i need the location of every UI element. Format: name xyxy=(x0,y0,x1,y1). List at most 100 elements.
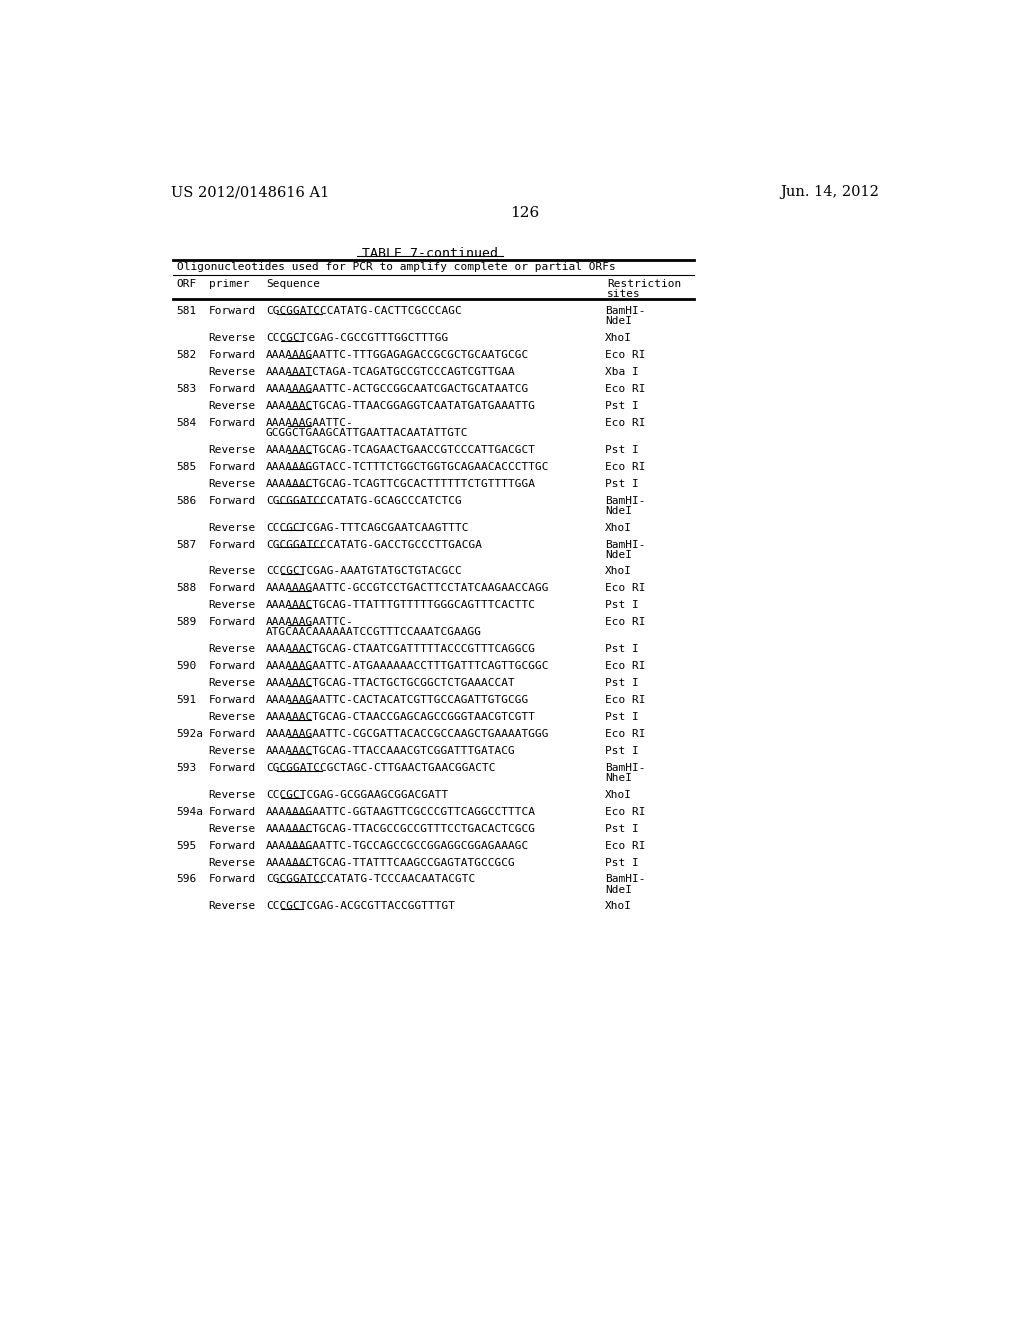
Text: Pst I: Pst I xyxy=(605,401,639,411)
Text: 588: 588 xyxy=(176,583,197,594)
Text: CCCGCTCGAG-ACGCGTTACCGGTTTGT: CCCGCTCGAG-ACGCGTTACCGGTTTGT xyxy=(266,902,455,911)
Text: US 2012/0148616 A1: US 2012/0148616 A1 xyxy=(171,185,329,199)
Text: Forward: Forward xyxy=(209,807,256,817)
Text: AAAAAAGAATTC-ATGAAAAAACCTTTGATTTCAGTTGCGGC: AAAAAAGAATTC-ATGAAAAAACCTTTGATTTCAGTTGCG… xyxy=(266,661,550,671)
Text: CGCGGATCCCATATG-GCAGCCCATCTCG: CGCGGATCCCATATG-GCAGCCCATCTCG xyxy=(266,496,462,506)
Text: AAAAAACTGCAG-TTACCAAACGTCGGATTTGATACG: AAAAAACTGCAG-TTACCAAACGTCGGATTTGATACG xyxy=(266,746,516,756)
Text: Eco RI: Eco RI xyxy=(605,807,646,817)
Text: NdeI: NdeI xyxy=(605,884,633,895)
Text: CGCGGATCCCATATG-GACCTGCCCTTGACGA: CGCGGATCCCATATG-GACCTGCCCTTGACGA xyxy=(266,540,482,549)
Text: primer: primer xyxy=(209,279,249,289)
Text: 593: 593 xyxy=(176,763,197,772)
Text: BamHI-: BamHI- xyxy=(605,763,646,772)
Text: Forward: Forward xyxy=(209,462,256,471)
Text: AAAAAAGAATTC-ACTGCCGGCAATCGACTGCATAATCG: AAAAAAGAATTC-ACTGCCGGCAATCGACTGCATAATCG xyxy=(266,384,529,393)
Text: Xba I: Xba I xyxy=(605,367,639,378)
Text: 584: 584 xyxy=(176,418,197,428)
Text: XhoI: XhoI xyxy=(605,523,633,532)
Text: AAAAAACTGCAG-TCAGAACTGAACCGTCCCATTGACGCT: AAAAAACTGCAG-TCAGAACTGAACCGTCCCATTGACGCT xyxy=(266,445,536,455)
Text: BamHI-: BamHI- xyxy=(605,540,646,549)
Text: Reverse: Reverse xyxy=(209,902,256,911)
Text: Sequence: Sequence xyxy=(266,279,319,289)
Text: 596: 596 xyxy=(176,875,197,884)
Text: 126: 126 xyxy=(510,206,540,220)
Text: 586: 586 xyxy=(176,496,197,506)
Text: sites: sites xyxy=(607,289,641,298)
Text: Forward: Forward xyxy=(209,661,256,671)
Text: Forward: Forward xyxy=(209,418,256,428)
Text: CGCGGATCCCATATG-CACTTCGCCCAGC: CGCGGATCCCATATG-CACTTCGCCCAGC xyxy=(266,306,462,317)
Text: Pst I: Pst I xyxy=(605,711,639,722)
Text: Forward: Forward xyxy=(209,618,256,627)
Text: AAAAAAGAATTC-: AAAAAAGAATTC- xyxy=(266,618,353,627)
Text: 595: 595 xyxy=(176,841,197,850)
Text: AAAAAACTGCAG-TTACTGCTGCGGCTCTGAAACCAT: AAAAAACTGCAG-TTACTGCTGCGGCTCTGAAACCAT xyxy=(266,678,516,688)
Text: AAAAAACTGCAG-TTACGCCGCCGTTTCCTGACACTCGCG: AAAAAACTGCAG-TTACGCCGCCGTTTCCTGACACTCGCG xyxy=(266,824,536,834)
Text: Pst I: Pst I xyxy=(605,678,639,688)
Text: Forward: Forward xyxy=(209,763,256,772)
Text: XhoI: XhoI xyxy=(605,902,633,911)
Text: CGCGGATCCGCTAGC-CTTGAACTGAACGGACTC: CGCGGATCCGCTAGC-CTTGAACTGAACGGACTC xyxy=(266,763,496,772)
Text: NdeI: NdeI xyxy=(605,549,633,560)
Text: AAAAAAGAATTC-TTTGGAGAGACCGCGCTGCAATGCGC: AAAAAAGAATTC-TTTGGAGAGACCGCGCTGCAATGCGC xyxy=(266,350,529,360)
Text: AAAAAAGAATTC-CACTACATCGTTGCCAGATTGTGCGG: AAAAAAGAATTC-CACTACATCGTTGCCAGATTGTGCGG xyxy=(266,696,529,705)
Text: AAAAAAGAATTC-TGCCAGCCGCCGGAGGCGGAGAAAGC: AAAAAAGAATTC-TGCCAGCCGCCGGAGGCGGAGAAAGC xyxy=(266,841,529,850)
Text: GCGGCTGAAGCATTGAATTACAATATTGTC: GCGGCTGAAGCATTGAATTACAATATTGTC xyxy=(266,428,468,438)
Text: AAAAAACTGCAG-TCAGTTCGCACTTTTTTCTGTTTTGGA: AAAAAACTGCAG-TCAGTTCGCACTTTTTTCTGTTTTGGA xyxy=(266,479,536,488)
Text: CCCGCTCGAG-GCGGAAGCGGACGATT: CCCGCTCGAG-GCGGAAGCGGACGATT xyxy=(266,789,449,800)
Text: AAAAAAGGTACC-TCTTTCTGGCTGGTGCAGAACACCCTTGC: AAAAAAGGTACC-TCTTTCTGGCTGGTGCAGAACACCCTT… xyxy=(266,462,550,471)
Text: BamHI-: BamHI- xyxy=(605,306,646,317)
Text: ATGCAACAAAAAATCCGTTTCCAAATCGAAGG: ATGCAACAAAAAATCCGTTTCCAAATCGAAGG xyxy=(266,627,482,638)
Text: Eco RI: Eco RI xyxy=(605,350,646,360)
Text: AAAAAACTGCAG-CTAACCGAGCAGCCGGGTAACGTCGTT: AAAAAACTGCAG-CTAACCGAGCAGCCGGGTAACGTCGTT xyxy=(266,711,536,722)
Text: Reverse: Reverse xyxy=(209,678,256,688)
Text: Eco RI: Eco RI xyxy=(605,418,646,428)
Text: NheI: NheI xyxy=(605,774,633,783)
Text: 581: 581 xyxy=(176,306,197,317)
Text: NdeI: NdeI xyxy=(605,317,633,326)
Text: AAAAAAGAATTC-: AAAAAAGAATTC- xyxy=(266,418,353,428)
Text: Eco RI: Eco RI xyxy=(605,729,646,739)
Text: Jun. 14, 2012: Jun. 14, 2012 xyxy=(780,185,879,199)
Text: AAAAAACTGCAG-TTATTTGTTTTTGGGCAGTTTCACTTC: AAAAAACTGCAG-TTATTTGTTTTTGGGCAGTTTCACTTC xyxy=(266,601,536,610)
Text: ORF: ORF xyxy=(176,279,197,289)
Text: Eco RI: Eco RI xyxy=(605,583,646,594)
Text: Reverse: Reverse xyxy=(209,566,256,577)
Text: Pst I: Pst I xyxy=(605,479,639,488)
Text: Reverse: Reverse xyxy=(209,746,256,756)
Text: Reverse: Reverse xyxy=(209,824,256,834)
Text: Forward: Forward xyxy=(209,540,256,549)
Text: Forward: Forward xyxy=(209,841,256,850)
Text: Forward: Forward xyxy=(209,696,256,705)
Text: Eco RI: Eco RI xyxy=(605,661,646,671)
Text: BamHI-: BamHI- xyxy=(605,496,646,506)
Text: XhoI: XhoI xyxy=(605,333,633,343)
Text: AAAAAACTGCAG-TTATTTCAAGCCGAGTATGCCGCG: AAAAAACTGCAG-TTATTTCAAGCCGAGTATGCCGCG xyxy=(266,858,516,867)
Text: AAAAAACTGCAG-TTAACGGAGGTCAATATGATGAAATTG: AAAAAACTGCAG-TTAACGGAGGTCAATATGATGAAATTG xyxy=(266,401,536,411)
Text: Pst I: Pst I xyxy=(605,824,639,834)
Text: Restriction: Restriction xyxy=(607,279,681,289)
Text: AAAAAAGAATTC-GGTAAGTTCGCCCGTTCAGGCCTTTCA: AAAAAAGAATTC-GGTAAGTTCGCCCGTTCAGGCCTTTCA xyxy=(266,807,536,817)
Text: 582: 582 xyxy=(176,350,197,360)
Text: Reverse: Reverse xyxy=(209,858,256,867)
Text: BamHI-: BamHI- xyxy=(605,875,646,884)
Text: Reverse: Reverse xyxy=(209,479,256,488)
Text: Reverse: Reverse xyxy=(209,644,256,655)
Text: Reverse: Reverse xyxy=(209,601,256,610)
Text: 591: 591 xyxy=(176,696,197,705)
Text: CCCGCTCGAG-TTTCAGCGAATCAAGTTTC: CCCGCTCGAG-TTTCAGCGAATCAAGTTTC xyxy=(266,523,468,532)
Text: Pst I: Pst I xyxy=(605,746,639,756)
Text: Pst I: Pst I xyxy=(605,601,639,610)
Text: Reverse: Reverse xyxy=(209,401,256,411)
Text: 583: 583 xyxy=(176,384,197,393)
Text: 590: 590 xyxy=(176,661,197,671)
Text: Forward: Forward xyxy=(209,496,256,506)
Text: Forward: Forward xyxy=(209,729,256,739)
Text: CGCGGATCCCATATG-TCCCAACAATACGTC: CGCGGATCCCATATG-TCCCAACAATACGTC xyxy=(266,875,475,884)
Text: Pst I: Pst I xyxy=(605,644,639,655)
Text: Forward: Forward xyxy=(209,583,256,594)
Text: Eco RI: Eco RI xyxy=(605,384,646,393)
Text: XhoI: XhoI xyxy=(605,789,633,800)
Text: XhoI: XhoI xyxy=(605,566,633,577)
Text: AAAAAAGAATTC-CGCGATTACACCGCCAAGCTGAAAATGGG: AAAAAAGAATTC-CGCGATTACACCGCCAAGCTGAAAATG… xyxy=(266,729,550,739)
